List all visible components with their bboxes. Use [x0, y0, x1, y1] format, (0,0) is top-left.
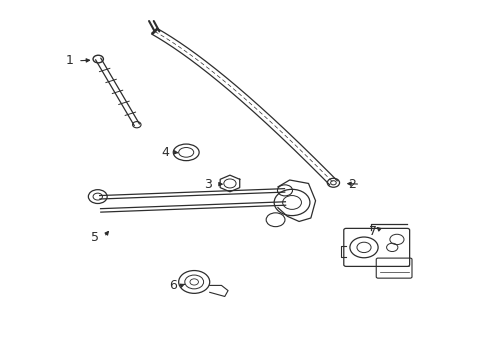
Text: 7: 7	[368, 225, 377, 238]
Text: 2: 2	[348, 177, 356, 191]
Text: 6: 6	[169, 279, 177, 292]
Text: 4: 4	[162, 146, 170, 159]
Text: 5: 5	[91, 230, 99, 243]
Text: 1: 1	[66, 54, 74, 67]
Text: 3: 3	[204, 177, 212, 191]
Circle shape	[331, 181, 336, 185]
